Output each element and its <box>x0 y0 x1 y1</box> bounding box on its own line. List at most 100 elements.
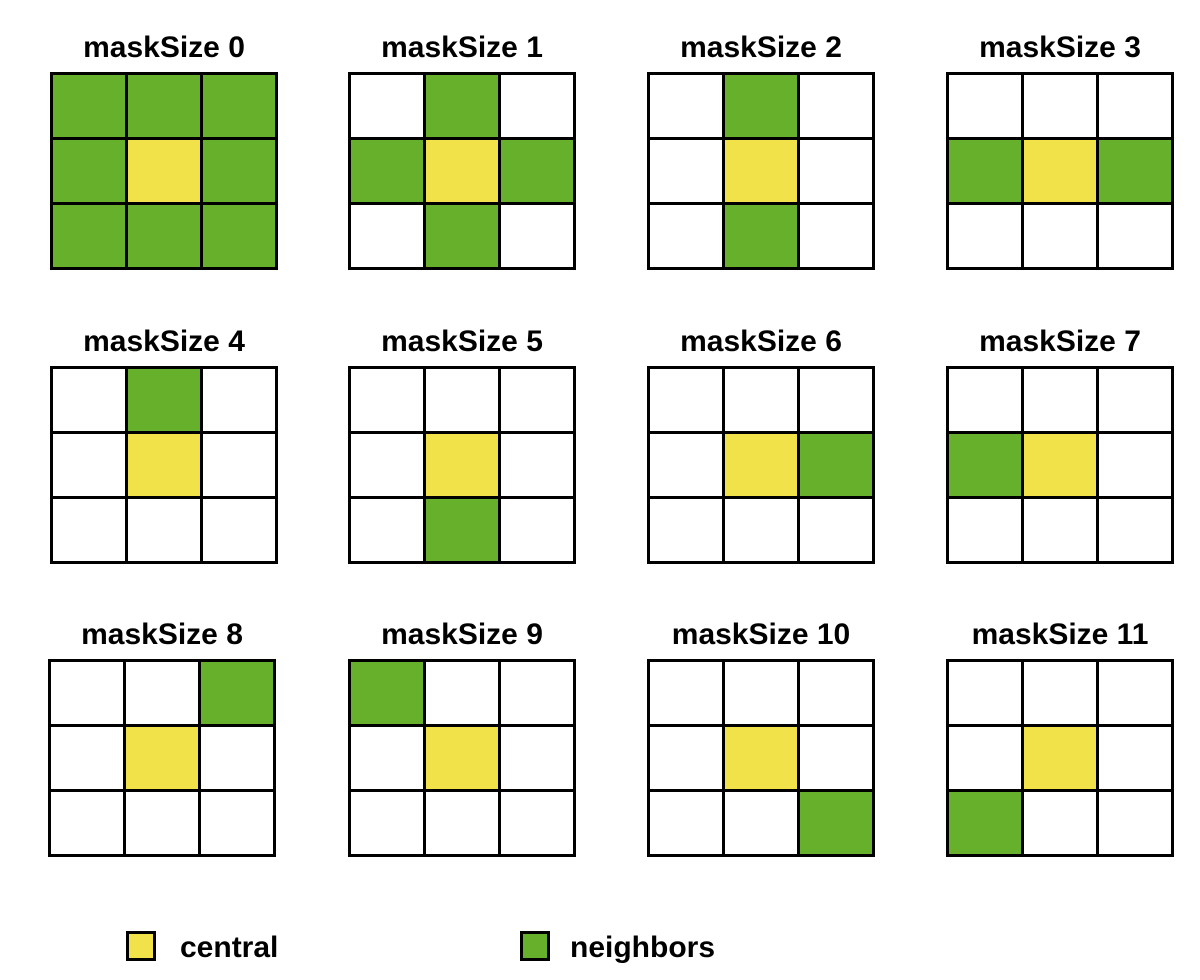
empty-cell <box>650 205 722 267</box>
empty-cell <box>650 369 722 431</box>
empty-cell <box>800 727 872 789</box>
empty-cell <box>426 369 498 431</box>
neighbor-cell <box>128 205 200 267</box>
neighbor-cell <box>203 140 275 202</box>
empty-cell <box>800 140 872 202</box>
central-cell <box>725 434 797 496</box>
empty-cell <box>725 792 797 854</box>
panel-title: maskSize 3 <box>979 31 1141 64</box>
empty-cell <box>725 662 797 724</box>
empty-cell <box>1024 662 1096 724</box>
empty-cell <box>51 727 123 789</box>
neighbor-cell <box>426 205 498 267</box>
neighbor-cell <box>725 205 797 267</box>
empty-cell <box>949 369 1021 431</box>
neighbor-cell <box>725 75 797 137</box>
empty-cell <box>1099 792 1171 854</box>
empty-cell <box>126 662 198 724</box>
central-cell <box>128 434 200 496</box>
empty-cell <box>650 75 722 137</box>
mask-grid <box>946 659 1174 857</box>
empty-cell <box>53 434 125 496</box>
panel-title: maskSize 6 <box>680 325 842 358</box>
panel-title: maskSize 4 <box>83 325 245 358</box>
empty-cell <box>949 499 1021 561</box>
central-cell <box>126 727 198 789</box>
empty-cell <box>1099 205 1171 267</box>
neighbor-cell <box>426 499 498 561</box>
neighbor-cell <box>949 140 1021 202</box>
panel-title: maskSize 9 <box>381 618 543 651</box>
empty-cell <box>1099 434 1171 496</box>
empty-cell <box>1099 369 1171 431</box>
mask-grid <box>647 366 875 564</box>
neighbors-swatch <box>520 931 550 961</box>
legend-central-label: central <box>180 931 279 964</box>
panel-title: maskSize 10 <box>671 618 851 651</box>
empty-cell <box>501 792 573 854</box>
empty-cell <box>650 662 722 724</box>
empty-cell <box>201 792 273 854</box>
empty-cell <box>1099 75 1171 137</box>
empty-cell <box>1024 369 1096 431</box>
empty-cell <box>949 75 1021 137</box>
mask-grid <box>48 659 276 857</box>
empty-cell <box>1024 205 1096 267</box>
empty-cell <box>51 792 123 854</box>
mask-grid <box>647 72 875 270</box>
empty-cell <box>650 434 722 496</box>
panel-title: maskSize 5 <box>381 325 543 358</box>
empty-cell <box>800 662 872 724</box>
empty-cell <box>128 499 200 561</box>
empty-cell <box>650 792 722 854</box>
neighbor-cell <box>53 75 125 137</box>
empty-cell <box>351 369 423 431</box>
mask-grid <box>348 659 576 857</box>
empty-cell <box>800 75 872 137</box>
empty-cell <box>351 727 423 789</box>
central-cell <box>725 727 797 789</box>
empty-cell <box>351 75 423 137</box>
empty-cell <box>1099 727 1171 789</box>
central-swatch <box>126 931 156 961</box>
central-cell <box>1024 140 1096 202</box>
empty-cell <box>351 792 423 854</box>
empty-cell <box>51 662 123 724</box>
neighbor-cell <box>949 434 1021 496</box>
neighbor-cell <box>203 205 275 267</box>
panel-title: maskSize 7 <box>979 325 1141 358</box>
empty-cell <box>501 662 573 724</box>
empty-cell <box>1099 662 1171 724</box>
central-cell <box>725 140 797 202</box>
neighbor-cell <box>800 792 872 854</box>
central-cell <box>426 434 498 496</box>
neighbor-cell <box>128 369 200 431</box>
empty-cell <box>501 727 573 789</box>
empty-cell <box>1024 75 1096 137</box>
neighbor-cell <box>201 662 273 724</box>
empty-cell <box>1024 792 1096 854</box>
mask-grid <box>647 659 875 857</box>
empty-cell <box>501 434 573 496</box>
neighbor-cell <box>351 140 423 202</box>
empty-cell <box>949 205 1021 267</box>
empty-cell <box>203 369 275 431</box>
empty-cell <box>725 369 797 431</box>
empty-cell <box>1099 499 1171 561</box>
neighbor-cell <box>800 434 872 496</box>
empty-cell <box>1024 499 1096 561</box>
panel-title: maskSize 8 <box>81 618 243 651</box>
mask-grid <box>348 72 576 270</box>
empty-cell <box>800 499 872 561</box>
neighbor-cell <box>426 75 498 137</box>
empty-cell <box>201 727 273 789</box>
neighbor-cell <box>1099 140 1171 202</box>
empty-cell <box>501 369 573 431</box>
empty-cell <box>203 499 275 561</box>
central-cell <box>1024 434 1096 496</box>
mask-grid <box>946 366 1174 564</box>
panel-title: maskSize 2 <box>680 31 842 64</box>
empty-cell <box>800 369 872 431</box>
neighbor-cell <box>203 75 275 137</box>
neighbor-cell <box>351 662 423 724</box>
